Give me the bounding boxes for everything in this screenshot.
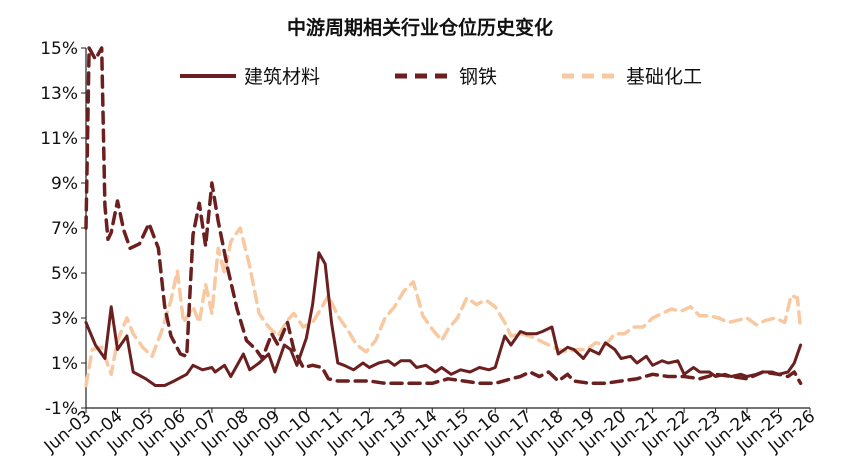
plot-area [84,46,803,388]
legend: 建筑材料 钢铁 基础化工 [180,66,702,88]
y-tick-label: 5% [51,264,78,284]
y-tick-label: -1% [45,399,78,419]
y-tick-label: 7% [51,219,78,239]
x-axis: Jun-03Jun-04Jun-05Jun-06Jun-07Jun-08Jun-… [40,407,819,458]
series-line-0 [84,251,803,387]
y-axis: 15% 13% 11% 9% 7% 5% 3% 1% -1% [40,39,87,419]
chart-title: 中游周期相关行业仓位历史变化 [287,16,553,39]
y-tick-label: 11% [40,129,78,149]
y-tick-label: 1% [51,354,78,374]
series-line-2 [84,226,803,388]
legend-label-2: 基础化工 [626,66,702,88]
y-tick-label: 3% [51,309,78,329]
legend-label-0: 建筑材料 [244,66,320,88]
series-line-1 [84,46,803,386]
y-tick-label: 13% [40,84,78,104]
legend-label-1: 钢铁 [459,66,497,88]
y-tick-label: 9% [51,174,78,194]
y-tick-label: 15% [40,39,78,59]
